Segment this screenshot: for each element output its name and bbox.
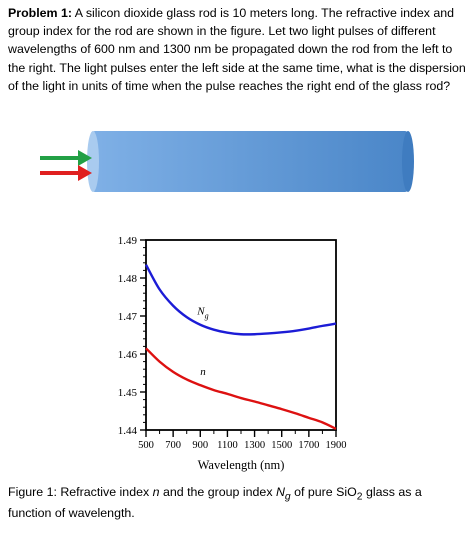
- red-arrow-icon: [40, 165, 92, 181]
- y-tick-label: 1.45: [118, 387, 138, 399]
- x-ticks: 500 700 900 1100 1300 1500 1700 1900: [138, 430, 347, 451]
- caption-mid: and the group index: [159, 485, 276, 499]
- light-pulse-arrows: [40, 150, 92, 181]
- series-line-ng: [144, 264, 337, 336]
- caption-N: N: [275, 485, 285, 499]
- x-tick-label: 1300: [244, 440, 265, 451]
- annotations: Ng n: [196, 306, 208, 378]
- caption-prefix: Figure 1: Refractive index: [8, 485, 153, 499]
- problem-statement: Problem 1: A silicon dioxide glass rod i…: [8, 4, 466, 95]
- series-group: [144, 264, 337, 430]
- x-tick-label: 1900: [326, 440, 347, 451]
- rod-left-end: [87, 131, 99, 192]
- problem-label: Problem 1:: [8, 6, 73, 20]
- y-tick-label: 1.46: [118, 349, 138, 361]
- x-tick-label: 1100: [217, 440, 238, 451]
- x-axis-label: Wavelength (nm): [198, 458, 285, 472]
- caption-suffix: glass as a function of wavelength.: [8, 485, 422, 521]
- rod-body: [92, 131, 408, 192]
- x-tick-label: 1700: [298, 440, 319, 451]
- green-arrow-icon: [40, 150, 92, 166]
- y-tick-label: 1.48: [118, 273, 138, 285]
- x-tick-label: 900: [192, 440, 208, 451]
- n-curve-label: n: [200, 366, 206, 378]
- y-tick-label: 1.49: [118, 235, 138, 247]
- y-tick-label: 1.47: [118, 311, 138, 323]
- x-tick-label: 700: [165, 440, 181, 451]
- caption-n: n: [152, 485, 160, 499]
- refractive-index-chart: 1.44 1.45 1.46 1.47 1.48 1.49 500 700 900 1100 13…: [118, 235, 347, 472]
- x-tick-label: 500: [138, 440, 154, 451]
- figure-caption: Figure 1: Refractive index n and the gro…: [8, 484, 466, 522]
- caption-mid2: of pure SiO: [290, 485, 357, 499]
- caption-sub2: 2: [356, 491, 363, 503]
- caption-g: g: [284, 491, 291, 503]
- series-line-n: [145, 347, 337, 430]
- y-ticks: 1.44 1.45 1.46 1.47 1.48 1.49: [118, 235, 146, 437]
- glass-rod: [87, 131, 414, 192]
- y-tick-label: 1.44: [118, 425, 138, 437]
- rod-right-end: [402, 131, 414, 192]
- problem-text: A silicon dioxide glass rod is 10 meters…: [8, 6, 466, 93]
- x-tick-label: 1500: [271, 440, 292, 451]
- ng-curve-label: Ng: [196, 306, 208, 321]
